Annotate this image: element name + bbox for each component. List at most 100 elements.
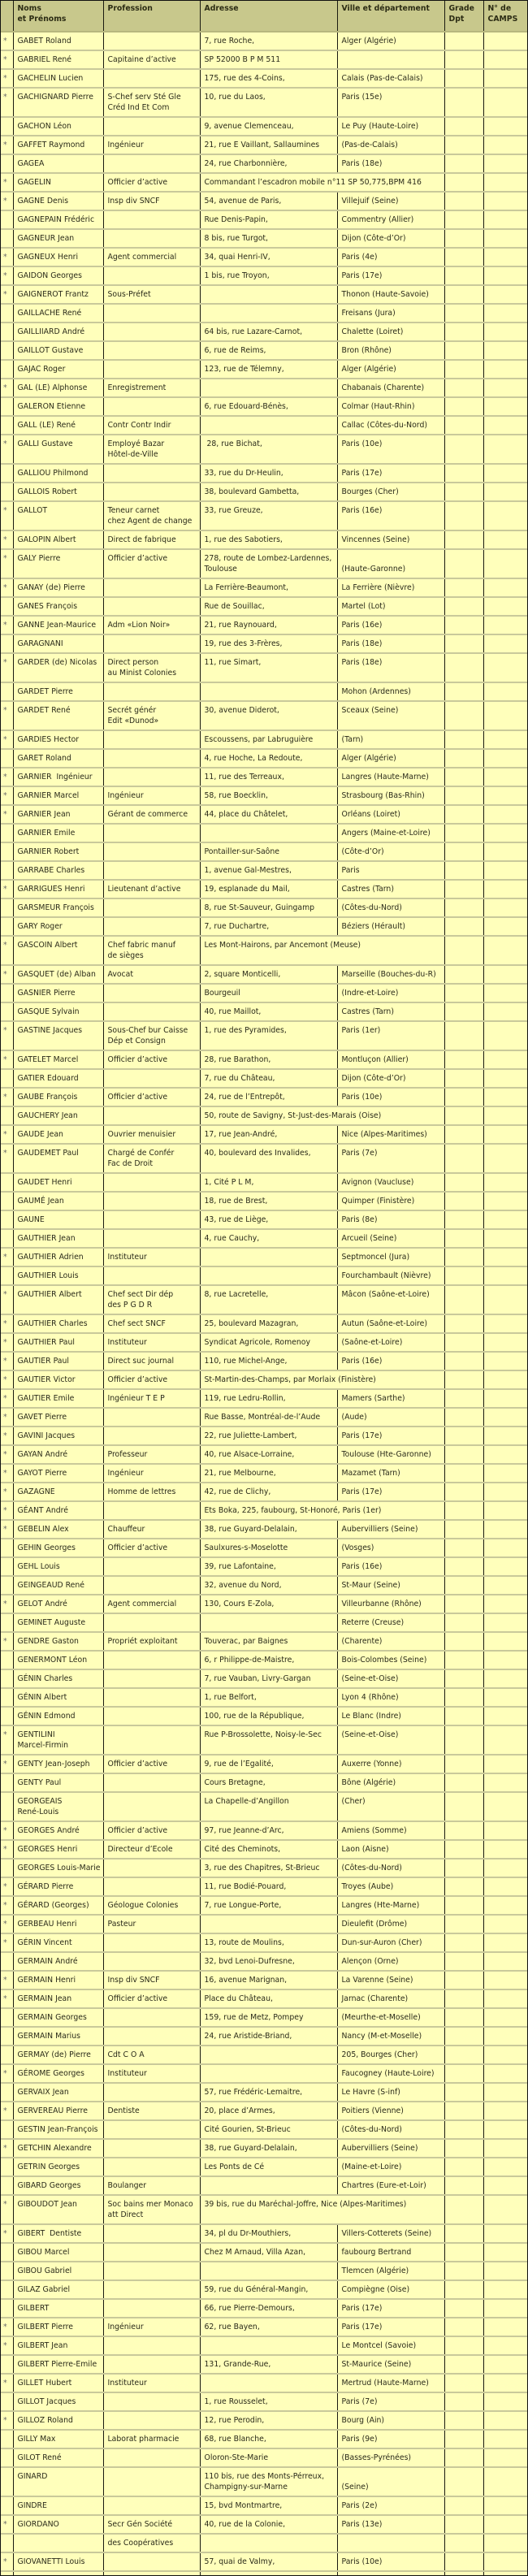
name-cell: GEORGES André: [12, 1821, 103, 1841]
ville-cell: Compiègne (Oise): [336, 2280, 444, 2300]
name-cell: GÉRARD (Georges): [12, 1896, 103, 1916]
marker-cell: [1, 2243, 13, 2262]
marker-cell: [1, 2355, 13, 2375]
grade-cell: [444, 2280, 483, 2300]
camps-cell: [483, 1877, 527, 1897]
name-cell: GANAY (de) Pierre: [12, 578, 103, 598]
adresse-cell: [199, 824, 337, 843]
ville-cell: Amiens (Somme): [336, 1821, 444, 1841]
name-cell: GASNIER Pierre: [12, 984, 103, 1003]
marker-cell: *: [1, 1285, 13, 1315]
name-cell: GAUTIER Victor: [12, 1370, 103, 1390]
profession-cell: Chargé de Confér Fac de Droit: [102, 1144, 200, 1174]
profession-cell: [102, 1613, 200, 1633]
ville-cell: Toulouse (Hte-Garonne): [336, 1445, 444, 1465]
camps-cell: [483, 69, 527, 89]
table-row: GACHON Léon 9, avenue Clemenceau, Le Puy (…: [1, 117, 527, 136]
adresse-cell: 15, bvd Montmartre,: [199, 2496, 337, 2516]
adresse-cell: 7, rue Vauban, Livry-Gargan: [199, 1669, 337, 1689]
camps-cell: [483, 578, 527, 598]
marker-cell: [1, 2496, 13, 2516]
adresse-cell: 16, avenue Marignan,: [199, 1971, 337, 1990]
profession-cell: [102, 1192, 200, 1211]
name-cell: GAUTIER Paul: [12, 1352, 103, 1371]
marker-cell: *: [1, 530, 13, 550]
camps-cell: [483, 1792, 527, 1822]
ville-cell: Le Blanc (Indre): [336, 1707, 444, 1726]
table-row: * GERVEREAU Pierre Dentiste 20, place d’Arm…: [1, 2102, 527, 2121]
grade-cell: [444, 616, 483, 635]
marker-cell: [1, 483, 13, 502]
table-row: GEHIN Georges Officier d’active Saulxures-…: [1, 1539, 527, 1558]
profession-cell: Insp div SNCF: [102, 1971, 200, 1990]
camps-cell: [483, 2158, 527, 2177]
adresse-cell: 17, rue Jean-André,: [199, 1125, 337, 1145]
profession-cell: [102, 1792, 200, 1822]
grade-cell: [444, 1427, 483, 1446]
adresse-cell: [199, 2374, 337, 2393]
marker-cell: *: [1, 653, 13, 683]
adresse-cell: 3, rue des Chapitres, St-Brieuc: [199, 1859, 337, 1878]
marker-cell: *: [1, 965, 13, 985]
table-row: * GAYOT Pierre Ingénieur 21, rue Melbourne,…: [1, 1464, 527, 1483]
ville-cell: Alger (Algérie): [336, 749, 444, 768]
adresse-cell: Cité des Cheminots,: [199, 1840, 337, 1859]
grade-cell: [444, 1106, 483, 1126]
profession-cell: [102, 1725, 200, 1756]
ville-cell: Calais (Pas-de-Calais): [336, 69, 444, 89]
marker-cell: [1, 154, 13, 174]
marker-cell: *: [1, 1370, 13, 1390]
grade-cell: [444, 501, 483, 531]
adresse-cell: 6, rue Edouard-Bénès,: [199, 397, 337, 417]
profession-cell: [102, 917, 200, 937]
marker-cell: *: [1, 1427, 13, 1446]
table-row: * GERBEAU Henri Pasteur Dieulefit (Drôme): [1, 1915, 527, 1934]
camps-cell: [483, 2027, 527, 2046]
profession-cell: [102, 1210, 200, 1230]
camps-cell: [483, 824, 527, 843]
name-cell: GERMAY (de) Pierre: [12, 2046, 103, 2065]
marker-cell: [1, 1106, 13, 1126]
adresse-cell: Commandant l’escadron mobile n°11 SP 50,…: [199, 173, 444, 193]
table-row: * GALLI Gustave Employé Bazar Hôtel-de-Vil…: [1, 435, 527, 465]
grade-cell: [444, 1755, 483, 1774]
adresse-cell: 11, rue Bodié-Pouard,: [199, 1877, 337, 1897]
marker-cell: *: [1, 88, 13, 118]
name-cell: GAGELIN: [12, 173, 103, 193]
marker-cell: *: [1, 786, 13, 806]
marker-cell: *: [1, 2139, 13, 2158]
name-cell: GÉANT André: [12, 1501, 103, 1521]
table-row: * GATELET Marcel Officier d’active 28, rue …: [1, 1050, 527, 1070]
marker-cell: *: [1, 1408, 13, 1427]
ville-cell: Septmoncel (Jura): [336, 1248, 444, 1267]
grade-cell: [444, 304, 483, 323]
profession-cell: Chef fabric manuf de sièges: [102, 936, 200, 966]
name-cell: GALERON Etienne: [12, 397, 103, 417]
marker-cell: [1, 1707, 13, 1726]
grade-cell: [444, 578, 483, 598]
adresse-cell: [199, 2064, 337, 2084]
camps-cell: [483, 2243, 527, 2262]
profession-cell: [102, 1173, 200, 1193]
table-row: * GALOPIN Albert Direct de fabrique 1, rue …: [1, 530, 527, 550]
ville-cell: Nice (Alpes-Maritimes): [336, 1125, 444, 1145]
grade-cell: [444, 1792, 483, 1822]
table-row: * GELOT André Agent commercial 130, Cours E…: [1, 1595, 527, 1614]
name-cell: GAGNEUX Henri: [12, 248, 103, 267]
profession-cell: [102, 898, 200, 918]
adresse-cell: 58, rue Boecklin,: [199, 786, 337, 806]
camps-cell: [483, 117, 527, 136]
marker-cell: [1, 634, 13, 654]
camps-cell: [483, 1595, 527, 1614]
marker-cell: [1, 2083, 13, 2102]
adresse-cell: [199, 285, 337, 305]
adresse-cell: 7, rue Duchartre,: [199, 917, 337, 937]
table-row: GANES François Rue de Souillac, Martel (Lo…: [1, 597, 527, 617]
marker-cell: *: [1, 936, 13, 966]
grade-cell: [444, 416, 483, 435]
ville-cell: Nancy (M-et-Moselle): [336, 2027, 444, 2046]
marker-cell: *: [1, 730, 13, 750]
profession-cell: Ingénieur T E P: [102, 1389, 200, 1409]
profession-cell: [102, 749, 200, 768]
